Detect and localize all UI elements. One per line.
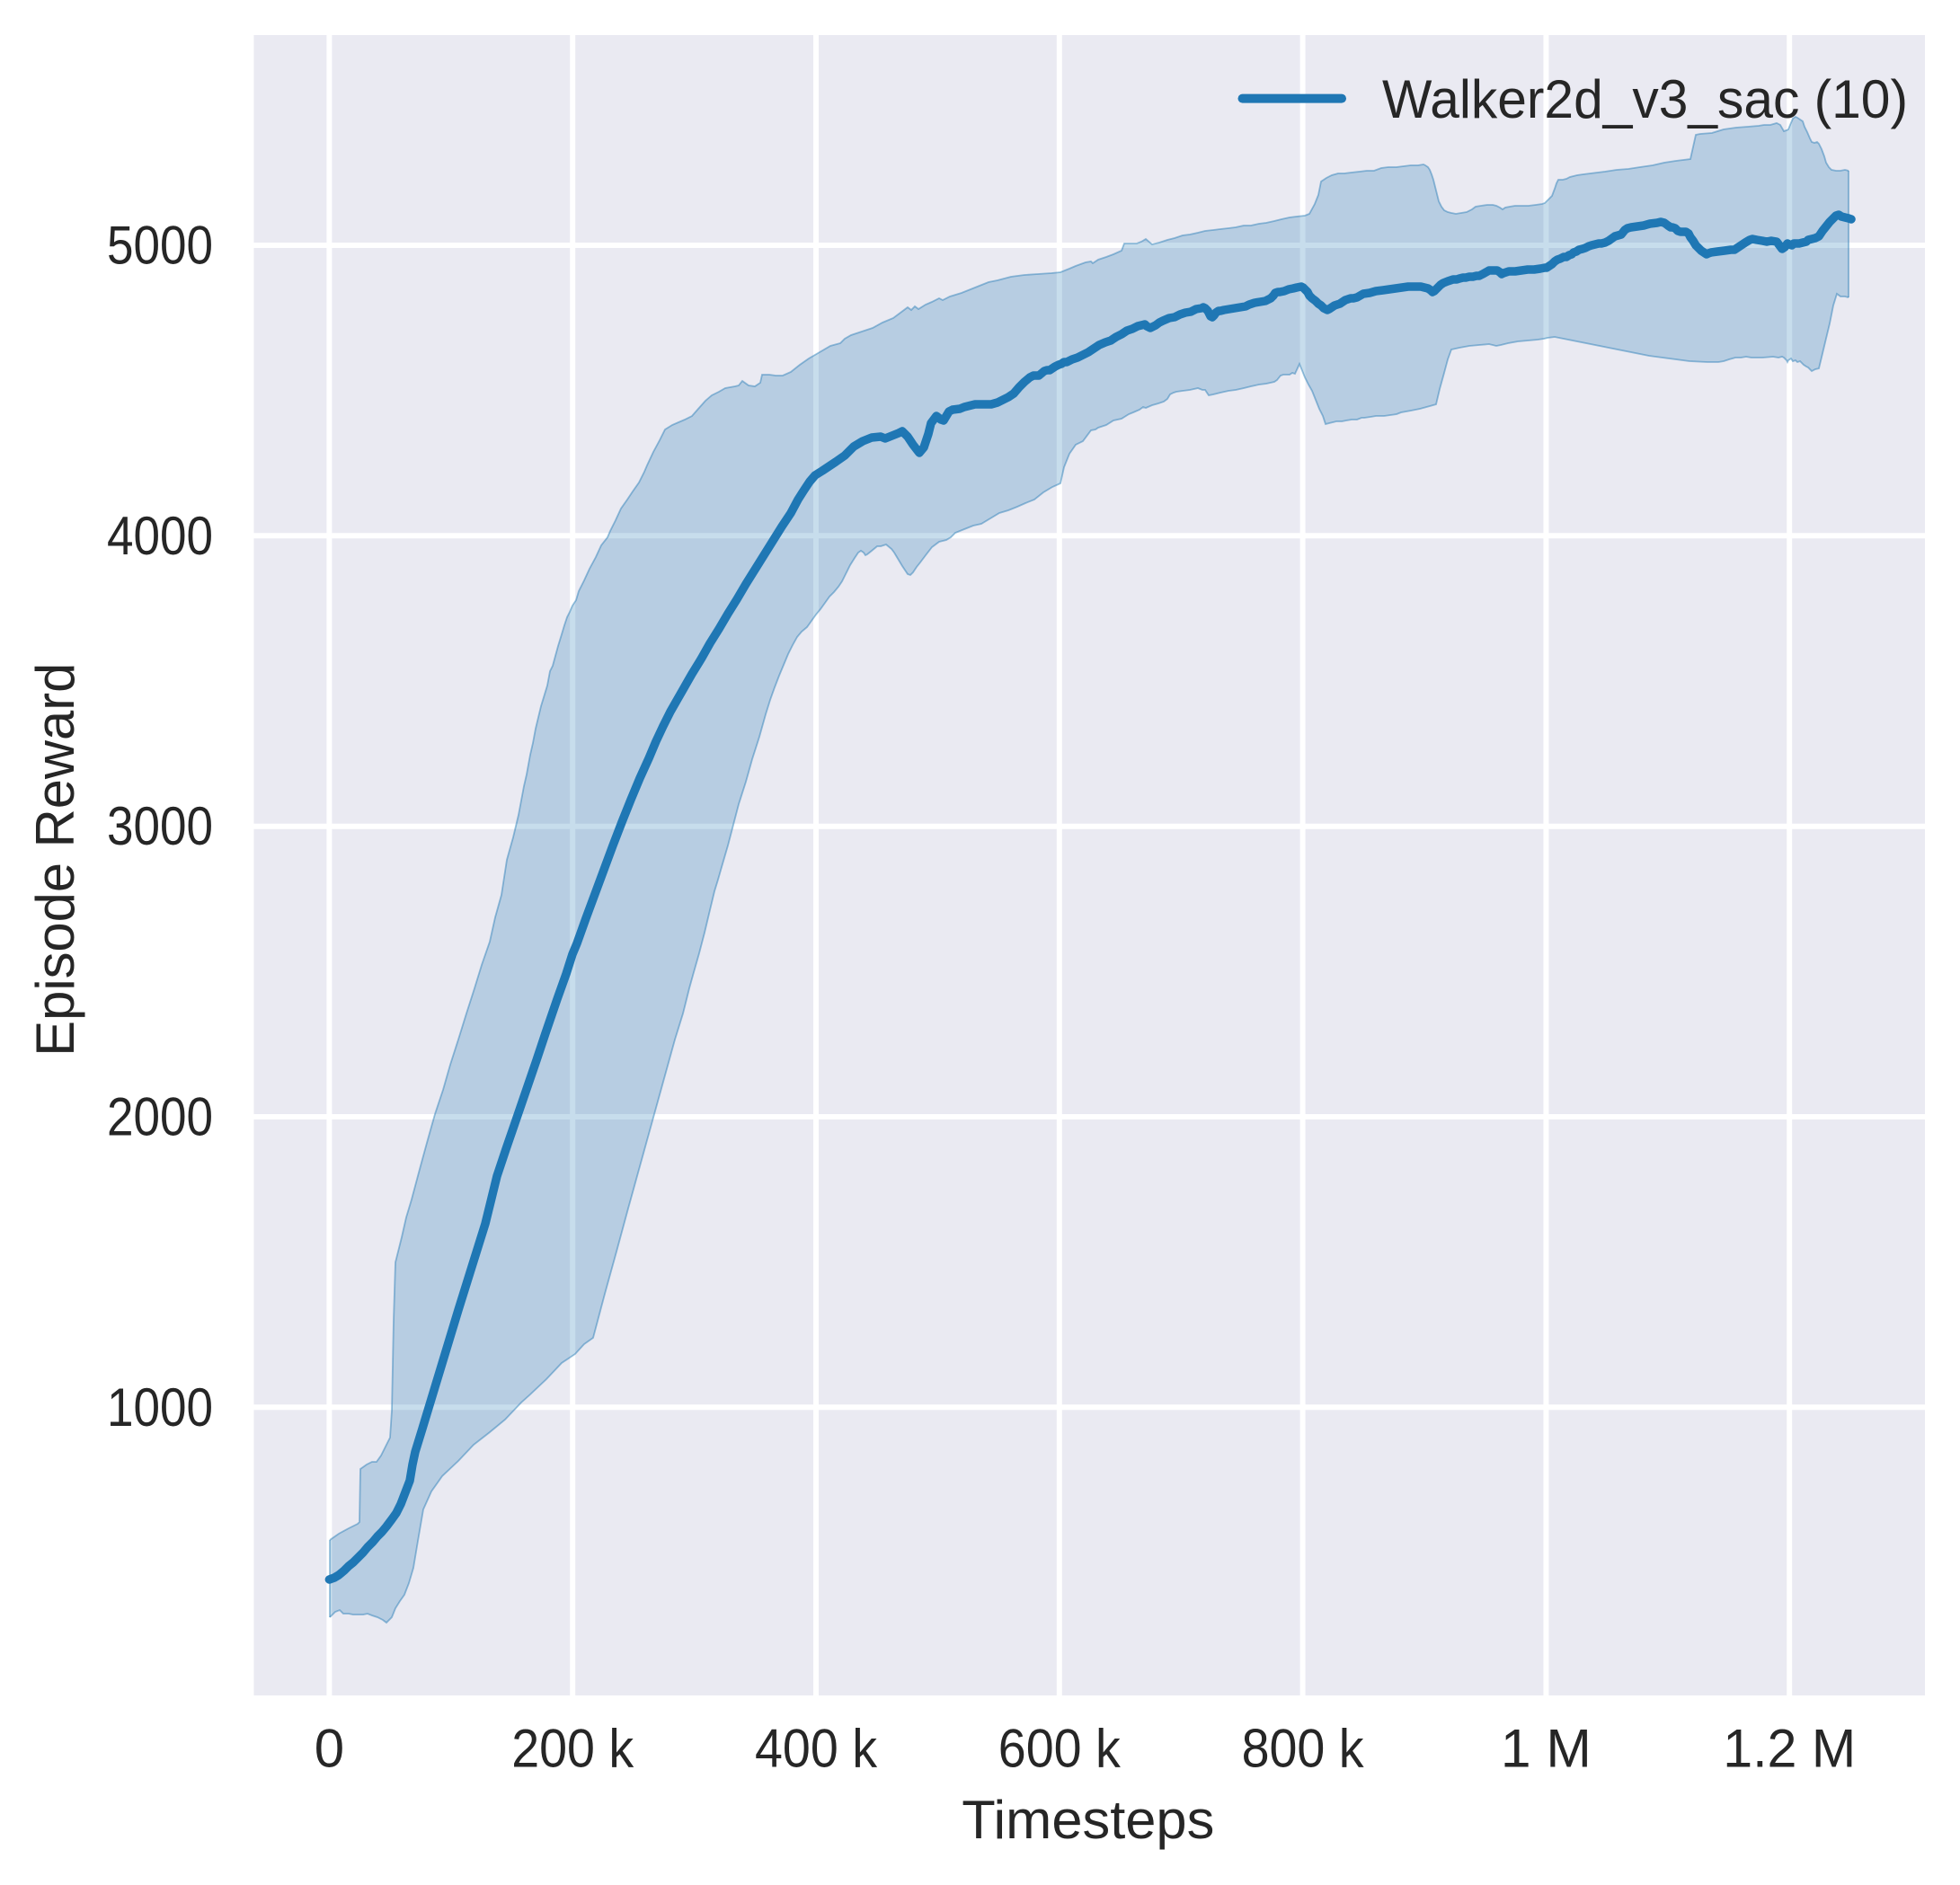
svg-text:400 k: 400 k — [755, 1719, 878, 1779]
svg-text:5000: 5000 — [107, 216, 213, 276]
svg-text:Walker2d_v3_sac (10): Walker2d_v3_sac (10) — [1382, 69, 1908, 129]
svg-text:800 k: 800 k — [1242, 1719, 1365, 1779]
svg-text:Episode Reward: Episode Reward — [25, 663, 85, 1057]
svg-text:600 k: 600 k — [998, 1719, 1122, 1779]
svg-text:0: 0 — [315, 1719, 344, 1779]
svg-text:4000: 4000 — [107, 506, 213, 566]
svg-text:Timesteps: Timesteps — [962, 1790, 1214, 1850]
svg-text:2000: 2000 — [107, 1087, 213, 1147]
svg-text:1.2 M: 1.2 M — [1723, 1719, 1856, 1779]
svg-text:3000: 3000 — [107, 796, 213, 856]
svg-text:1000: 1000 — [107, 1377, 213, 1438]
svg-text:200 k: 200 k — [511, 1719, 634, 1779]
svg-text:1 M: 1 M — [1501, 1719, 1592, 1779]
